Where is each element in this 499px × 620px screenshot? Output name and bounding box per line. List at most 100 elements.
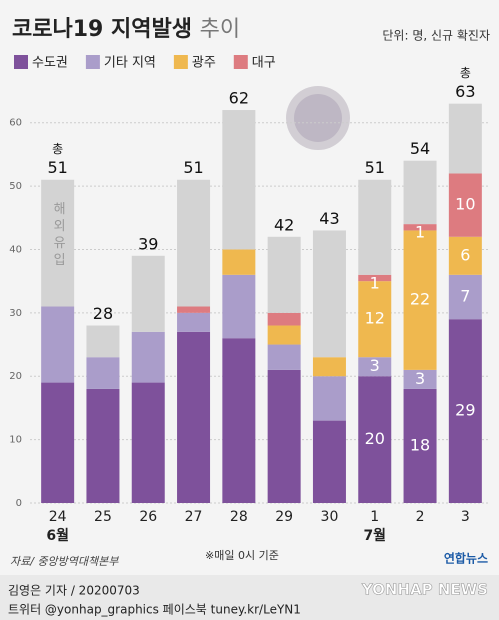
x-tick-label: 2 — [416, 509, 425, 525]
bar-segment — [267, 312, 301, 326]
social: 트위터 @yonhap_graphics 페이스북 tuney.kr/LeYN1 — [8, 603, 301, 617]
bar-segment — [358, 281, 392, 358]
unit-note: 단위: 명, 신규 확진자 — [382, 29, 490, 43]
value-label: 10 — [455, 195, 475, 214]
bar-segment — [312, 376, 346, 421]
overseas-segment — [86, 325, 120, 358]
legend-swatch — [173, 55, 188, 69]
total-label: 63 — [455, 82, 475, 101]
value-label: 3 — [370, 356, 380, 375]
total-label: 51 — [365, 158, 385, 177]
y-tick-label: 10 — [9, 435, 22, 446]
overseas-segment — [222, 110, 256, 250]
bar-segment — [86, 357, 120, 389]
x-tick-label: 30 — [321, 509, 339, 525]
overseas-label: 해외유입 — [50, 202, 65, 270]
bar-segment — [267, 369, 301, 503]
overseas-segment — [358, 179, 392, 275]
note: ※매일 0시 기준 — [205, 548, 279, 562]
legend-swatch — [14, 55, 28, 69]
value-label: 1 — [370, 273, 380, 292]
overseas-segment — [131, 255, 165, 332]
bar-segment — [358, 274, 392, 282]
bar-segment — [448, 236, 482, 275]
bar-segment — [403, 388, 437, 503]
chart-title: 코로나19 지역발생 추이 — [12, 17, 240, 42]
x-tick-label: 27 — [185, 509, 203, 525]
total-label: 42 — [274, 215, 294, 234]
overseas-segment — [448, 103, 482, 174]
bar-segment — [177, 331, 211, 503]
legend-label: 기타 지역 — [104, 56, 156, 71]
bar-segment — [403, 224, 437, 231]
virus-decoration — [286, 86, 350, 150]
total-prefix: 총 — [460, 66, 471, 80]
bar-segment — [222, 274, 256, 339]
value-label: 29 — [455, 401, 475, 420]
value-label: 22 — [410, 290, 430, 309]
x-tick-label: 25 — [94, 509, 112, 525]
overseas-segment — [267, 236, 301, 313]
bar-segment — [403, 369, 437, 389]
y-tick-label: 20 — [9, 371, 22, 382]
month-label: 7월 — [363, 527, 386, 544]
bar-segment — [358, 357, 392, 377]
y-tick-label: 60 — [9, 118, 22, 129]
logo: 연합뉴스 — [444, 551, 488, 566]
bar-segment — [41, 306, 75, 383]
legend-label: 대구 — [252, 56, 276, 71]
legend-label: 광주 — [192, 56, 216, 71]
bar-segment — [86, 388, 120, 503]
y-tick-label: 30 — [9, 308, 22, 319]
value-label: 3 — [415, 369, 425, 388]
total-label: 51 — [183, 158, 203, 177]
bar-segment — [312, 357, 346, 377]
x-tick-label: 24 — [49, 509, 67, 525]
y-tick-label: 40 — [9, 244, 22, 255]
bar-segment — [448, 173, 482, 237]
total-label: 54 — [410, 139, 430, 158]
overseas-segment — [41, 179, 75, 307]
total-label: 39 — [138, 234, 158, 253]
total-label: 43 — [319, 209, 339, 228]
value-label: 6 — [460, 245, 470, 264]
overseas-segment — [177, 179, 211, 307]
y-tick-label: 0 — [16, 498, 22, 509]
y-tick-label: 50 — [9, 181, 22, 192]
footer-band — [0, 575, 499, 620]
bar-segment — [358, 376, 392, 503]
source: 자료/ 중앙방역대책본부 — [10, 555, 119, 568]
legend-swatch — [233, 55, 248, 69]
bar-segment — [131, 331, 165, 383]
bar-segment — [222, 338, 256, 503]
x-tick-label: 3 — [461, 509, 470, 525]
value-label: 7 — [460, 287, 470, 306]
x-tick-label: 29 — [275, 509, 293, 525]
month-label: 6월 — [46, 527, 69, 544]
bar-segment — [267, 344, 301, 370]
bar-segment — [177, 312, 211, 332]
value-label: 18 — [410, 435, 430, 454]
x-tick-label: 28 — [230, 509, 248, 525]
value-label: 20 — [365, 429, 385, 448]
x-tick-label: 26 — [139, 509, 157, 525]
value-label: 12 — [365, 309, 385, 328]
bar-segment — [222, 249, 256, 275]
legend-label: 수도권 — [32, 56, 68, 71]
credit: 김영은 기자 / 20200703 — [8, 584, 140, 598]
bar-segment — [403, 230, 437, 370]
bar-segment — [41, 382, 75, 503]
bar-segment — [448, 274, 482, 320]
value-label: 1 — [415, 223, 425, 242]
legend-swatch — [85, 55, 100, 69]
bar-segment — [312, 420, 346, 503]
total-prefix: 총 — [52, 142, 63, 156]
bar-segment — [267, 325, 301, 345]
bar-segment — [177, 306, 211, 313]
bar-segment — [131, 382, 165, 503]
total-label: 51 — [47, 158, 67, 177]
x-tick-label: 1 — [370, 509, 379, 525]
overseas-segment — [312, 230, 346, 358]
total-label: 28 — [93, 304, 113, 323]
